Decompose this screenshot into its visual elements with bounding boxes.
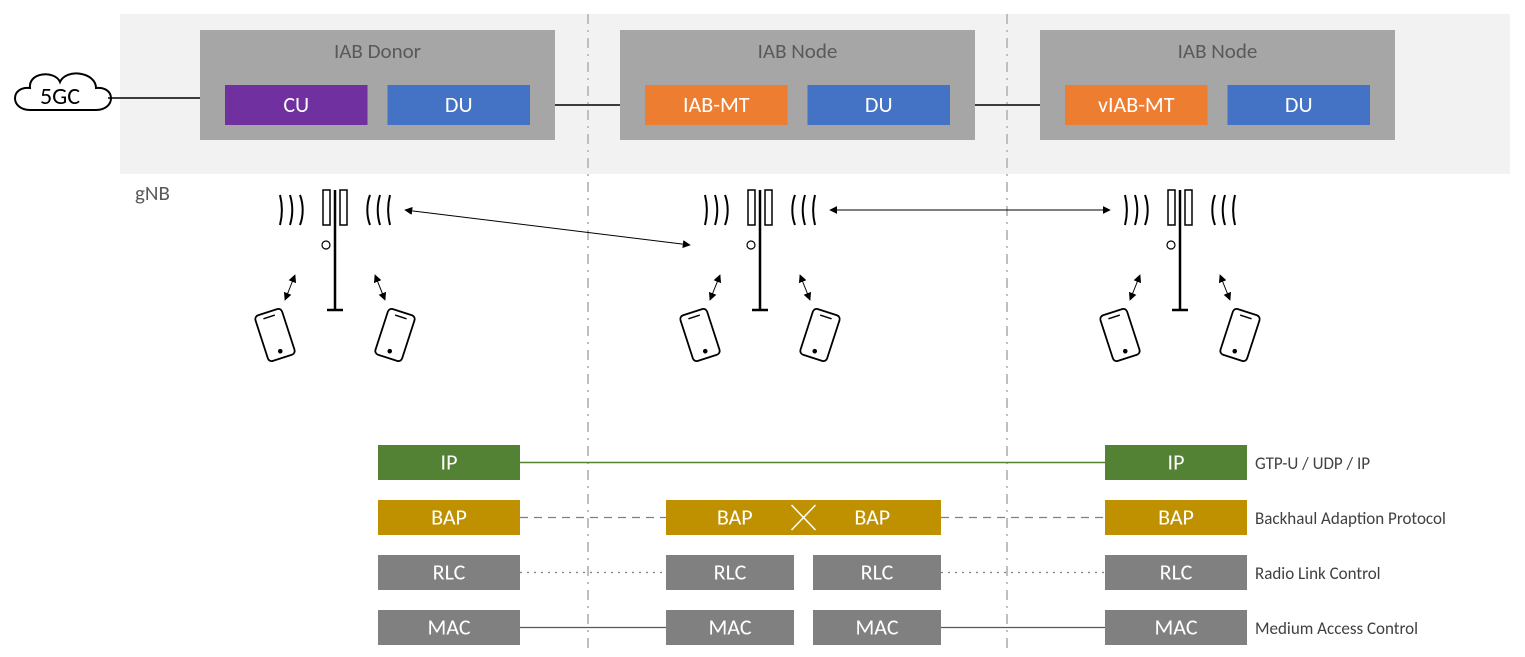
node-title: IAB Node bbox=[758, 38, 838, 64]
phone-icon bbox=[679, 308, 720, 362]
unit-left-label: IAB-MT bbox=[683, 91, 750, 118]
unit-right-label: DU bbox=[1285, 91, 1313, 118]
unit-left-label: CU bbox=[283, 91, 309, 118]
stack-cell-label: RLC bbox=[1160, 559, 1193, 586]
stack-desc: GTP-U / UDP / IP bbox=[1255, 453, 1370, 474]
tower-icon bbox=[705, 190, 815, 310]
stack-desc: Backhaul Adaption Protocol bbox=[1255, 508, 1446, 529]
node-title: IAB Donor bbox=[334, 38, 421, 64]
stack-cell-label: BAP bbox=[431, 504, 467, 531]
stack-cell-label: MAC bbox=[708, 614, 751, 641]
stack-cell-label: RLC bbox=[714, 559, 747, 586]
tower-icon bbox=[280, 190, 390, 310]
unit-right-label: DU bbox=[445, 91, 473, 118]
phone-icon bbox=[1219, 308, 1260, 362]
stack-desc: Medium Access Control bbox=[1255, 618, 1418, 639]
phone-icon bbox=[799, 308, 840, 362]
svg-text:BAP: BAP bbox=[854, 504, 890, 531]
diagram-canvas: gNB 5GC IAB Donor CU DU IAB Node IAB-MT DU IAB N… bbox=[0, 0, 1525, 657]
stack-desc: Radio Link Control bbox=[1255, 563, 1381, 584]
svg-text:BAP: BAP bbox=[717, 504, 753, 531]
unit-left-label: vIAB-MT bbox=[1098, 91, 1175, 118]
phone-icon bbox=[374, 308, 415, 362]
stack-cell-label: MAC bbox=[1154, 614, 1197, 641]
gnb-label: gNB bbox=[135, 180, 170, 206]
phone-icon bbox=[254, 308, 295, 362]
node-title: IAB Node bbox=[1178, 38, 1258, 64]
stack-cell-label: RLC bbox=[861, 559, 894, 586]
stack-cell-label: BAP bbox=[1158, 504, 1194, 531]
cloud-label: 5GC bbox=[40, 82, 80, 111]
stack-cell-label: RLC bbox=[433, 559, 466, 586]
tower-icon bbox=[1125, 190, 1235, 310]
stack-cell-label: IP bbox=[441, 449, 458, 476]
unit-right-label: DU bbox=[865, 91, 893, 118]
stack-cell-label: MAC bbox=[427, 614, 470, 641]
stack-cell-label: MAC bbox=[855, 614, 898, 641]
stack-cell-label: IP bbox=[1168, 449, 1185, 476]
phone-icon bbox=[1099, 308, 1140, 362]
